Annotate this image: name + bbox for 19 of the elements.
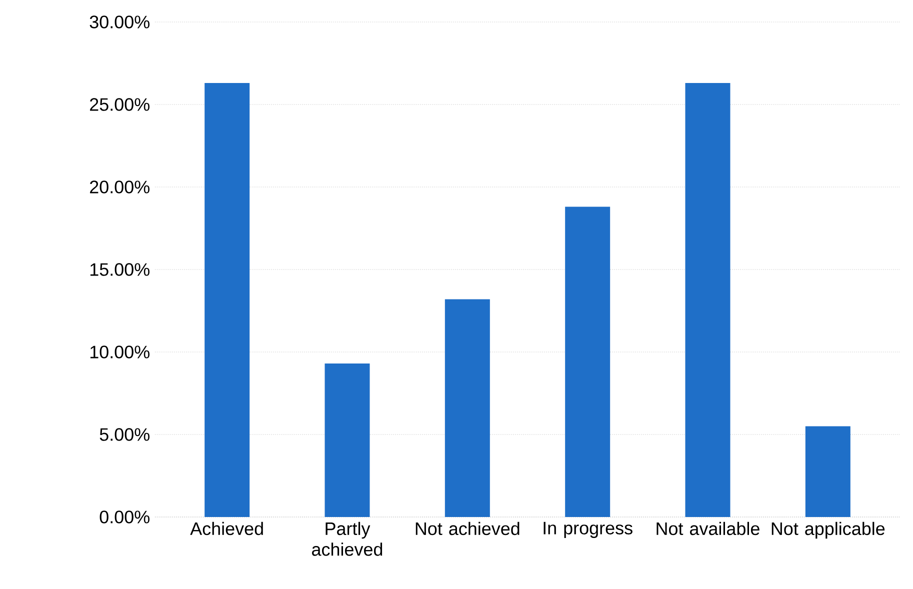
y-tick-label: 15.00%	[90, 263, 150, 276]
y-tick-label: 5.00%	[100, 428, 150, 441]
x-tick-label: Partly achieved	[312, 522, 382, 556]
y-tick-label: 10.00%	[90, 346, 150, 358]
bar	[685, 83, 730, 517]
bar	[444, 299, 490, 517]
bar	[324, 364, 370, 517]
bar	[565, 206, 610, 517]
x-tick-label: Not achieved	[416, 522, 520, 536]
x-tick-label: In progress	[544, 522, 632, 538]
bar	[805, 426, 850, 517]
x-tick-label: Not available	[656, 522, 760, 536]
x-tick-label: Not applicable	[772, 522, 885, 539]
y-tick-label: 30.00%	[90, 16, 150, 28]
bar	[204, 83, 250, 517]
x-tick-label: Achieved	[190, 522, 263, 536]
y-tick-label: 20.00%	[90, 180, 150, 194]
y-tick-label: 0.00%	[100, 510, 150, 524]
y-tick-label: 25.00%	[90, 98, 150, 111]
